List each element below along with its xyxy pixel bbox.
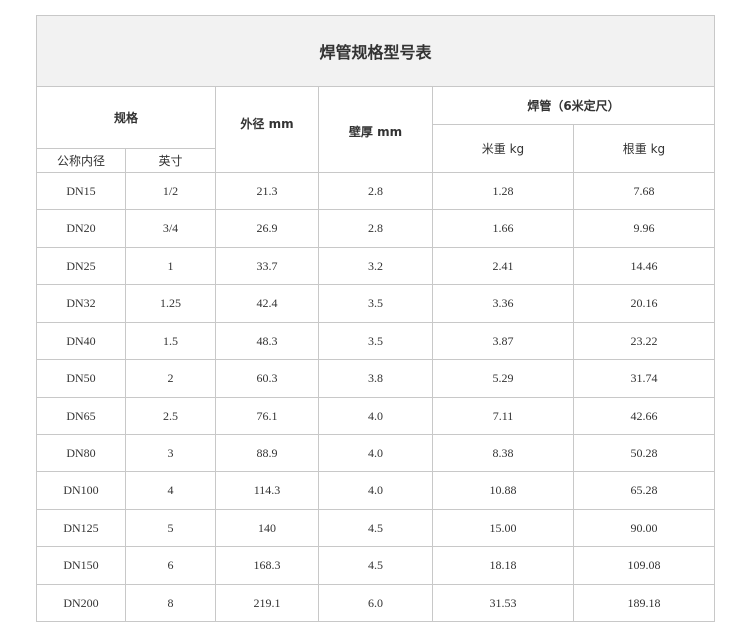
header-cell: 根重 kg [573, 124, 715, 173]
table-cell: 50.28 [573, 434, 715, 472]
table-cell: 219.1 [215, 584, 319, 622]
table-cell: 4.0 [318, 471, 433, 510]
table-cell: DN32 [36, 284, 126, 323]
header-cell: 米重 kg [432, 124, 574, 173]
table-cell: 2 [125, 359, 216, 398]
table-cell: DN100 [36, 471, 126, 510]
table-cell: 3.87 [432, 322, 574, 360]
table-cell: 4.0 [318, 434, 433, 472]
table-cell: 23.22 [573, 322, 715, 360]
table-cell: 3.8 [318, 359, 433, 398]
table-cell: 3.36 [432, 284, 574, 323]
header-cell: 规格 [36, 86, 216, 149]
table-cell: 8.38 [432, 434, 574, 472]
table-cell: 3.5 [318, 322, 433, 360]
table-cell: DN125 [36, 509, 126, 547]
table-cell: 31.53 [432, 584, 574, 622]
table-cell: 8 [125, 584, 216, 622]
table-cell: 4.5 [318, 509, 433, 547]
table-cell: 4.0 [318, 397, 433, 435]
table-cell: 18.18 [432, 546, 574, 585]
table-cell: 76.1 [215, 397, 319, 435]
table-cell: 6.0 [318, 584, 433, 622]
table-cell: 189.18 [573, 584, 715, 622]
table-cell: 109.08 [573, 546, 715, 585]
table-cell: 1.28 [432, 172, 574, 210]
table-cell: 14.46 [573, 247, 715, 285]
table-cell: 3/4 [125, 209, 216, 248]
table-cell: 1.5 [125, 322, 216, 360]
table-cell: 48.3 [215, 322, 319, 360]
table-cell: 42.66 [573, 397, 715, 435]
table-cell: 4 [125, 471, 216, 510]
table-cell: 1/2 [125, 172, 216, 210]
table-cell: DN20 [36, 209, 126, 248]
table-cell: 2.5 [125, 397, 216, 435]
table-cell: 31.74 [573, 359, 715, 398]
table-cell: 168.3 [215, 546, 319, 585]
table-cell: 140 [215, 509, 319, 547]
table-cell: 33.7 [215, 247, 319, 285]
header-cell: 公称内径 [36, 148, 126, 173]
table-cell: DN200 [36, 584, 126, 622]
table-cell: 2.41 [432, 247, 574, 285]
table-cell: 20.16 [573, 284, 715, 323]
table-cell: 114.3 [215, 471, 319, 510]
table-cell: 60.3 [215, 359, 319, 398]
table-cell: DN80 [36, 434, 126, 472]
table-cell: 90.00 [573, 509, 715, 547]
table-cell: DN25 [36, 247, 126, 285]
table-cell: 88.9 [215, 434, 319, 472]
table-cell: 2.8 [318, 209, 433, 248]
table-cell: 42.4 [215, 284, 319, 323]
table-cell: 2.8 [318, 172, 433, 210]
table-cell: 3.5 [318, 284, 433, 323]
header-cell: 外径 mm [215, 86, 319, 173]
table-cell: 7.11 [432, 397, 574, 435]
table-title: 焊管规格型号表 [36, 15, 715, 87]
header-cell: 英寸 [125, 148, 216, 173]
header-cell: 壁厚 mm [318, 86, 433, 173]
table-cell: DN150 [36, 546, 126, 585]
table-cell: 3 [125, 434, 216, 472]
table-cell: 6 [125, 546, 216, 585]
table-cell: 21.3 [215, 172, 319, 210]
table-cell: 3.2 [318, 247, 433, 285]
table-cell: 5.29 [432, 359, 574, 398]
table-cell: DN65 [36, 397, 126, 435]
table-cell: DN40 [36, 322, 126, 360]
table-cell: 1.66 [432, 209, 574, 248]
table-cell: 1 [125, 247, 216, 285]
table-cell: 1.25 [125, 284, 216, 323]
table-cell: 26.9 [215, 209, 319, 248]
table-cell: 7.68 [573, 172, 715, 210]
table-cell: 10.88 [432, 471, 574, 510]
table-cell: 15.00 [432, 509, 574, 547]
table-cell: 9.96 [573, 209, 715, 248]
header-cell: 焊管（6米定尺） [432, 86, 715, 125]
table-cell: DN50 [36, 359, 126, 398]
table-cell: 4.5 [318, 546, 433, 585]
table-cell: 5 [125, 509, 216, 547]
table-cell: DN15 [36, 172, 126, 210]
table-cell: 65.28 [573, 471, 715, 510]
